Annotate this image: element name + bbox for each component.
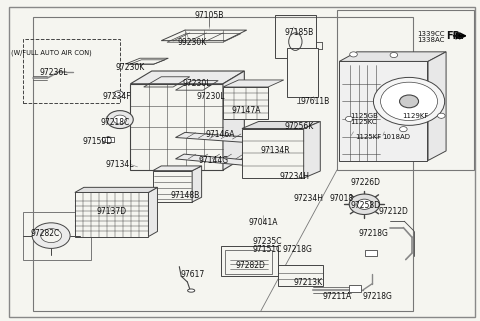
Text: 97041A: 97041A — [249, 218, 278, 227]
Text: 97151C: 97151C — [252, 245, 282, 254]
Bar — [23, 39, 120, 103]
Circle shape — [399, 126, 407, 132]
Text: 97218C: 97218C — [100, 118, 130, 127]
Circle shape — [350, 52, 357, 57]
Polygon shape — [75, 187, 157, 193]
Polygon shape — [192, 166, 202, 202]
Bar — [221, 246, 277, 276]
Text: 97282D: 97282D — [236, 262, 265, 271]
Circle shape — [373, 77, 444, 125]
Circle shape — [381, 82, 438, 121]
Text: 97218G: 97218G — [359, 229, 389, 238]
Circle shape — [349, 194, 380, 214]
Circle shape — [41, 229, 61, 243]
Bar — [365, 250, 377, 256]
Text: 1339CC: 1339CC — [418, 30, 445, 37]
Circle shape — [399, 95, 419, 108]
Circle shape — [404, 98, 414, 105]
Polygon shape — [242, 122, 320, 128]
Text: 97146A: 97146A — [206, 130, 235, 139]
Text: 97185B: 97185B — [284, 28, 313, 37]
Circle shape — [390, 52, 397, 57]
Polygon shape — [304, 122, 320, 178]
Text: 97218G: 97218G — [283, 245, 312, 254]
Text: 97147A: 97147A — [232, 107, 262, 116]
Text: 97105B: 97105B — [194, 11, 223, 20]
Polygon shape — [153, 166, 202, 171]
Text: 97256K: 97256K — [284, 122, 313, 131]
Polygon shape — [176, 132, 261, 143]
Text: FR.: FR. — [446, 31, 465, 41]
Text: 1338AC: 1338AC — [418, 37, 445, 43]
Polygon shape — [428, 52, 446, 160]
Bar — [23, 212, 92, 260]
Bar — [275, 15, 315, 58]
Text: 97235C: 97235C — [252, 237, 282, 246]
Text: (W/FULL AUTO AIR CON): (W/FULL AUTO AIR CON) — [11, 49, 92, 56]
Text: 97137D: 97137D — [96, 207, 127, 216]
Text: 1125KF: 1125KF — [355, 134, 381, 141]
Circle shape — [114, 91, 123, 97]
Circle shape — [438, 113, 445, 118]
Text: 1125KC: 1125KC — [350, 119, 377, 125]
Text: 97617: 97617 — [181, 270, 205, 279]
Text: 97230L: 97230L — [197, 92, 225, 101]
Text: 97134R: 97134R — [260, 146, 290, 155]
Bar — [33, 17, 413, 311]
Bar — [102, 137, 114, 142]
Circle shape — [346, 117, 353, 122]
Polygon shape — [223, 80, 284, 87]
Text: 97144G: 97144G — [198, 156, 228, 165]
Text: 97236L: 97236L — [40, 68, 68, 77]
Ellipse shape — [188, 289, 195, 292]
Text: 97211A: 97211A — [322, 292, 351, 301]
Bar — [277, 265, 323, 286]
Circle shape — [32, 223, 70, 248]
Text: 97018: 97018 — [330, 194, 354, 203]
Text: 97212D: 97212D — [379, 207, 409, 216]
Text: 97218G: 97218G — [362, 292, 392, 301]
Text: 1129KF: 1129KF — [402, 113, 429, 119]
Polygon shape — [148, 187, 157, 237]
Text: 97213K: 97213K — [294, 278, 323, 287]
Bar — [242, 128, 304, 178]
Bar — [337, 10, 474, 170]
Text: 97611B: 97611B — [301, 97, 330, 106]
Text: 1125GB: 1125GB — [350, 113, 378, 119]
Bar — [131, 84, 223, 170]
Circle shape — [357, 199, 372, 209]
Text: 97159D: 97159D — [83, 137, 113, 146]
Text: 97234F: 97234F — [103, 92, 132, 101]
Bar — [349, 285, 360, 291]
Text: 97234H: 97234H — [279, 172, 309, 181]
Text: 97258D: 97258D — [350, 201, 380, 210]
Circle shape — [107, 111, 133, 128]
Text: 97134L: 97134L — [106, 160, 134, 169]
Bar — [223, 87, 268, 119]
Text: 97282C: 97282C — [30, 229, 60, 238]
Polygon shape — [339, 52, 446, 61]
Text: 97230L: 97230L — [182, 79, 211, 88]
Bar — [339, 61, 427, 160]
Text: 99230K: 99230K — [178, 38, 207, 47]
Text: 97148B: 97148B — [170, 191, 200, 200]
Circle shape — [113, 115, 127, 124]
Polygon shape — [223, 71, 244, 170]
Polygon shape — [456, 32, 464, 40]
Polygon shape — [131, 71, 244, 84]
Bar — [225, 250, 272, 274]
Polygon shape — [176, 154, 252, 165]
Bar — [287, 48, 318, 97]
Text: 1018AD: 1018AD — [382, 134, 410, 141]
Text: 97230K: 97230K — [116, 63, 145, 72]
Text: 97226D: 97226D — [350, 178, 380, 187]
Text: 97234H: 97234H — [293, 194, 324, 203]
Bar — [75, 193, 148, 237]
